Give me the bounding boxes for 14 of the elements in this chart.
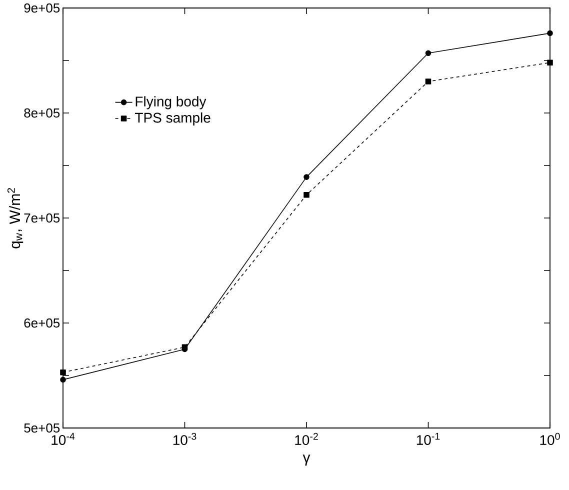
- y-tick-label: 7e+05: [24, 213, 60, 223]
- x-tick-label: 10$^{0}$: [540, 432, 560, 446]
- y-tick-label: 5e+05: [24, 423, 60, 433]
- legend-label: TPS sample: [134, 112, 210, 126]
- y-axis-title: q$_{w}$, W/m$^{2}$: [7, 188, 24, 248]
- y-tick-label: 8e+05: [24, 108, 60, 118]
- y-tick-label: 6e+05: [24, 318, 60, 328]
- x-tick-label: 10$^{-1}$: [416, 432, 440, 445]
- x-tick-label: 10$^{-2}$: [295, 432, 318, 446]
- x-tick-label: 10$^{-3}$: [173, 432, 196, 446]
- legend-label: Flying body: [136, 96, 206, 110]
- y-tick-label: 9e+05: [24, 3, 60, 13]
- x-tick-label: 10$^{-4}$: [52, 432, 75, 445]
- x-axis-title: γ: [302, 454, 310, 466]
